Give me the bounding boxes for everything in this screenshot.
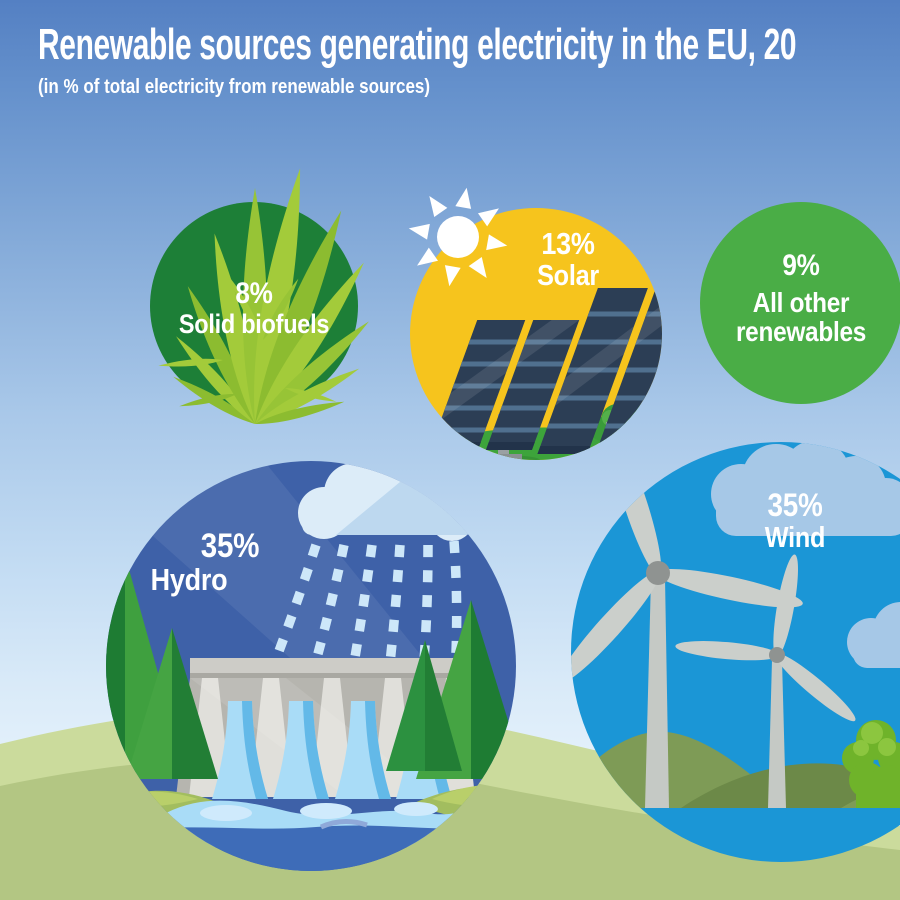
hydro-bubble: 35% Hydro [106,461,516,871]
biofuels-label: Solid biofuels [178,308,330,339]
biofuels-text: 8% Solid biofuels [167,278,341,338]
solar-text: 13% Solar [481,226,655,292]
wind-turbine-front-icon [571,442,803,808]
solar-panels-illustration [410,288,662,460]
hydro-label: Hydro [150,562,228,597]
cloud-small-icon [847,602,900,668]
other-renewables-value: 9% [782,249,820,282]
other-renewables-label-line1: All other [752,286,850,318]
cloud-icon [711,442,900,536]
wind-value: 35% [767,487,823,523]
wind-text: 35% Wind [734,487,856,554]
rain-cloud-icon [298,461,474,541]
solar-label: Solar [537,259,599,292]
other-renewables-bubble: 9% All other renewables [700,202,900,404]
other-renewables-text: 9% All other renewables [718,250,883,347]
solar-value: 13% [541,226,595,261]
biofuels-value: 8% [235,277,273,310]
sun-icon [407,186,509,288]
page-title: Renewable sources generating electricity… [38,20,797,69]
river-banks [106,784,516,825]
hydro-dam-illustration [106,461,516,871]
other-renewables-label-line2: renewables [735,316,867,348]
water-pool [106,819,516,871]
wind-illustration [571,442,900,808]
water-streams [212,701,452,799]
sun-disc [437,216,479,258]
bush-icon [842,720,900,808]
page-subtitle: (in % of total electricity from renewabl… [38,76,431,98]
pine-trees-icon [106,555,516,779]
wind-turbine-rear-icon [675,554,856,808]
hydro-value: 35% [200,527,260,565]
wind-label: Wind [764,521,826,554]
wind-bubble: 35% Wind [571,442,900,862]
